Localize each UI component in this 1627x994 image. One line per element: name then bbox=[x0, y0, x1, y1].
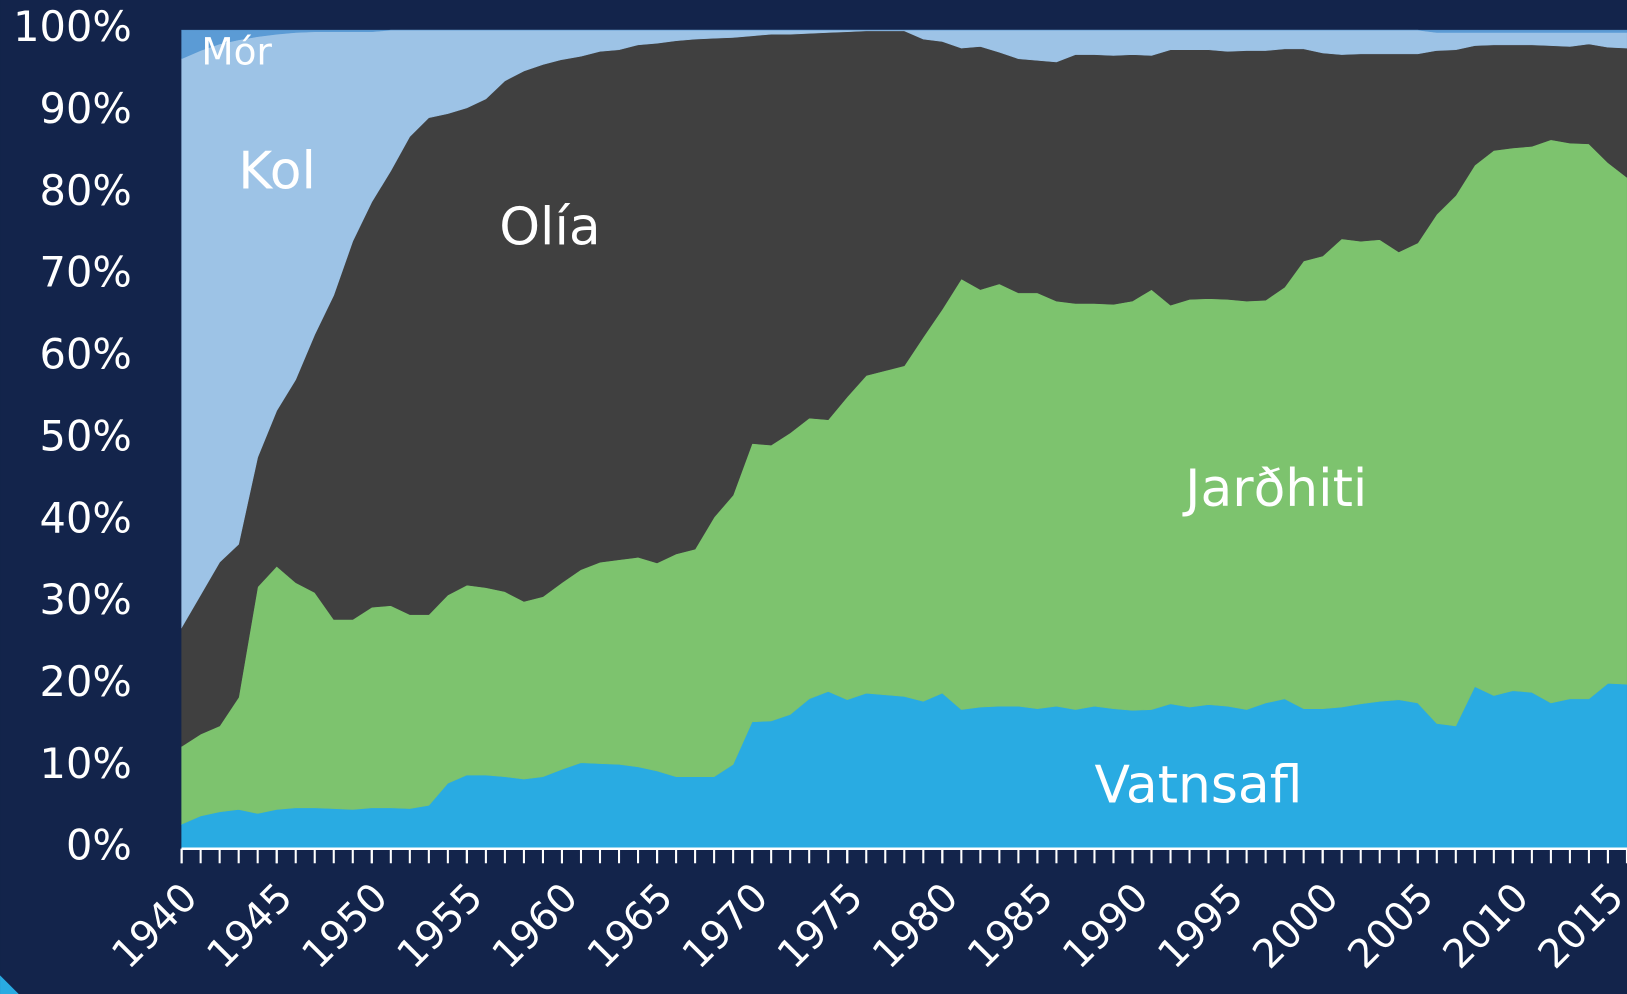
y-tick-label: 20% bbox=[40, 657, 132, 706]
y-tick-label: 70% bbox=[40, 248, 132, 297]
areas bbox=[181, 29, 1627, 849]
y-tick-label: 60% bbox=[40, 330, 132, 379]
series-label: Jarðhiti bbox=[1182, 459, 1367, 519]
y-tick-label: 80% bbox=[40, 166, 132, 215]
y-tick-label: 100% bbox=[13, 2, 132, 51]
corner-decoration bbox=[0, 975, 19, 994]
y-tick-label: 10% bbox=[40, 739, 132, 788]
series-label: Olía bbox=[499, 197, 600, 257]
series-label: Mór bbox=[201, 29, 272, 73]
labels: Vatnsafl Jarðhiti Olía Kol Mór bbox=[201, 29, 1367, 815]
y-tick-label: 0% bbox=[66, 821, 132, 870]
y-tick-label: 30% bbox=[40, 575, 132, 624]
y-tick-label: 90% bbox=[40, 84, 132, 133]
series-label: Vatnsafl bbox=[1094, 756, 1302, 816]
y-tick-label: 40% bbox=[40, 493, 132, 542]
y-tick-label: 50% bbox=[40, 411, 132, 460]
series-label: Kol bbox=[238, 141, 316, 201]
